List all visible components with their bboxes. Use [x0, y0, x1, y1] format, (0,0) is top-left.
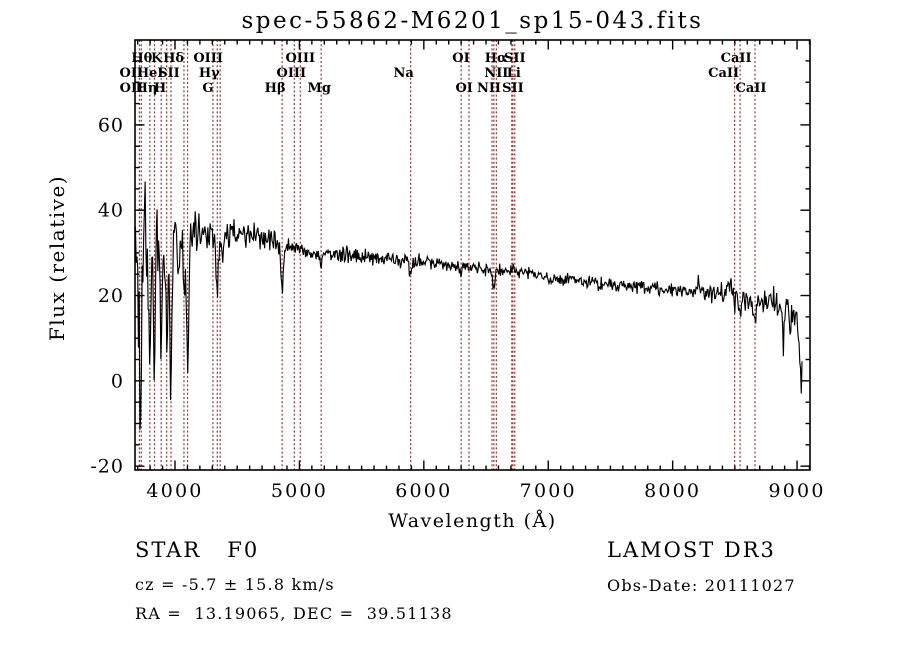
- cz-value: cz = -5.7 ± 15.8 km/s: [135, 575, 335, 594]
- spectral-line-label: SII: [504, 51, 526, 66]
- x-tick-label: 8000: [644, 480, 701, 502]
- spectral-line-label: NII: [484, 66, 508, 81]
- spectral-line-label: Hβ: [265, 81, 286, 96]
- spectral-line-label: OI: [452, 51, 469, 66]
- x-tick-label: 9000: [768, 480, 825, 502]
- spectral-line-label: Mg: [307, 81, 330, 96]
- y-tick-label: 20: [98, 285, 124, 307]
- x-tick-label: 4000: [146, 480, 203, 502]
- classification-label: STAR F0: [135, 538, 260, 562]
- spectral-line-label: Hδ: [163, 51, 184, 66]
- ra-dec-value: RA = 13.19065, DEC = 39.51138: [135, 604, 453, 623]
- spectral-line-label: SII: [158, 66, 180, 81]
- spectral-line-label: OII: [120, 81, 144, 96]
- spectral-line-label: Hα: [485, 51, 507, 66]
- obs-date-value: Obs-Date: 20111027: [607, 576, 796, 595]
- spectral-line-label: OIII: [277, 66, 307, 81]
- plot-frame: [134, 39, 811, 471]
- spectral-line-label: Li: [507, 66, 521, 81]
- spectral-line-label: HeI: [137, 66, 164, 81]
- spectral-line-label: OII: [120, 66, 144, 81]
- spectral-line-label: G: [202, 81, 213, 96]
- spectral-line-label: CaII: [708, 66, 739, 81]
- spectrum-trace: [134, 181, 803, 430]
- x-tick-label: 7000: [520, 480, 577, 502]
- spectral-line-label: K: [151, 51, 163, 66]
- spectral-line-label: OIII: [285, 51, 315, 66]
- spectral-line-label: SII: [502, 81, 524, 96]
- spectral-line-label: Na: [393, 66, 414, 81]
- spectral-line-label: CaII: [736, 81, 767, 96]
- spectral-line-label: NII: [477, 81, 501, 96]
- x-axis-label: Wavelength (Å): [388, 510, 557, 532]
- survey-label: LAMOST DR3: [607, 538, 776, 562]
- x-tick-label: 6000: [395, 480, 452, 502]
- spectral-line-label: OI: [455, 81, 472, 96]
- spectral-line-label: Hθ: [131, 51, 152, 66]
- spectral-line-label: OIII: [193, 51, 223, 66]
- spectral-line-label: Hγ: [199, 66, 220, 81]
- y-tick-label: 40: [98, 200, 124, 222]
- plot-title: spec-55862-M6201_sp15-043.fits: [241, 8, 704, 34]
- y-tick-label: 60: [98, 114, 124, 136]
- y-tick-label: 0: [111, 370, 124, 392]
- x-tick-label: 5000: [271, 480, 328, 502]
- spectral-line-label: CaII: [721, 51, 752, 66]
- spectral-line-label: H: [154, 81, 166, 96]
- y-tick-label: -20: [90, 456, 124, 478]
- spectral-line-label: Hη: [136, 81, 158, 96]
